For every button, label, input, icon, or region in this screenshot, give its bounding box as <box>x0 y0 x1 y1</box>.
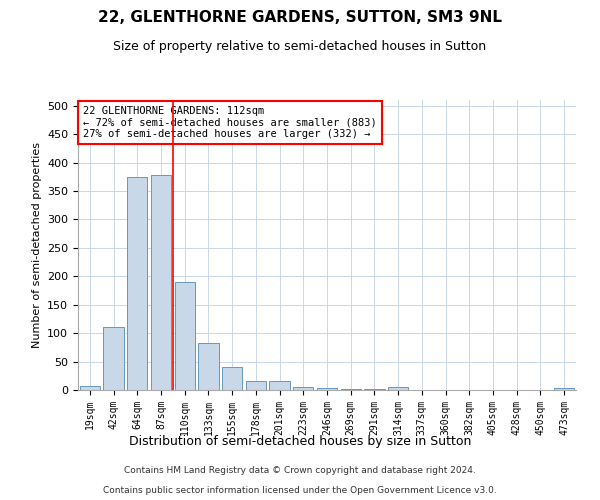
Bar <box>80 386 100 390</box>
Text: 22 GLENTHORNE GARDENS: 112sqm
← 72% of semi-detached houses are smaller (883)
27: 22 GLENTHORNE GARDENS: 112sqm ← 72% of s… <box>83 106 377 139</box>
Bar <box>293 387 313 390</box>
Bar <box>269 381 290 390</box>
Bar <box>199 344 218 390</box>
Bar <box>554 388 574 390</box>
Bar <box>246 382 266 390</box>
Text: Size of property relative to semi-detached houses in Sutton: Size of property relative to semi-detach… <box>113 40 487 53</box>
Text: 22, GLENTHORNE GARDENS, SUTTON, SM3 9NL: 22, GLENTHORNE GARDENS, SUTTON, SM3 9NL <box>98 10 502 25</box>
Bar <box>175 282 195 390</box>
Bar <box>388 387 408 390</box>
Bar <box>103 328 124 390</box>
Bar <box>127 177 148 390</box>
Text: Distribution of semi-detached houses by size in Sutton: Distribution of semi-detached houses by … <box>129 435 471 448</box>
Text: Contains public sector information licensed under the Open Government Licence v3: Contains public sector information licen… <box>103 486 497 495</box>
Bar <box>317 388 337 390</box>
Y-axis label: Number of semi-detached properties: Number of semi-detached properties <box>32 142 41 348</box>
Bar <box>151 175 171 390</box>
Text: Contains HM Land Registry data © Crown copyright and database right 2024.: Contains HM Land Registry data © Crown c… <box>124 466 476 475</box>
Bar <box>222 368 242 390</box>
Bar <box>364 389 385 390</box>
